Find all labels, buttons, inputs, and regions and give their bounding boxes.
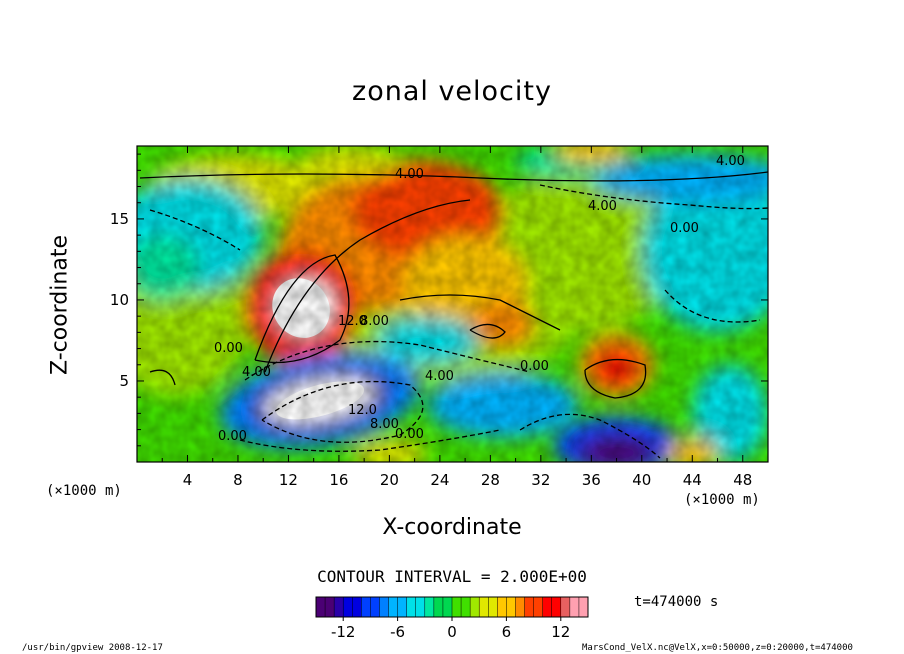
contour-line-5 xyxy=(239,429,501,452)
velocity-field xyxy=(137,146,768,462)
contour-label-10: 4.00 xyxy=(588,199,617,214)
colorbar-cell-26 xyxy=(551,597,562,617)
colorbar-tick-label--6: -6 xyxy=(390,623,405,641)
contour-label-1: 12.0 xyxy=(338,314,367,329)
colorbar-cell-7 xyxy=(379,597,390,617)
contour-line-6 xyxy=(519,413,661,459)
x-unit-label-left: (×1000 m) xyxy=(46,483,122,499)
colorbar-cell-28 xyxy=(569,597,580,617)
chart-title: zonal velocity xyxy=(352,76,552,107)
x-axis-label: X-coordinate xyxy=(382,515,522,540)
colorbar-cell-9 xyxy=(397,597,408,617)
colorbar-cell-8 xyxy=(388,597,399,617)
x-tick-label-16: 16 xyxy=(329,471,348,489)
x-tick-label-24: 24 xyxy=(430,471,449,489)
colorbar-cell-2 xyxy=(334,597,344,617)
contour-line-9 xyxy=(149,209,241,251)
contour-label-12: 0.00 xyxy=(670,221,699,236)
plot-frame xyxy=(136,145,769,463)
colorbar-cell-21 xyxy=(506,597,516,617)
colorbar-cell-24 xyxy=(533,597,544,617)
contour-label-7: 0.00 xyxy=(218,429,247,444)
x-tick-label-36: 36 xyxy=(582,471,601,489)
colorbar-cell-11 xyxy=(415,597,426,617)
colorbar-cell-20 xyxy=(497,597,507,617)
contour-line-4 xyxy=(261,380,424,443)
contour-label-13: 0.00 xyxy=(395,427,424,442)
contour-line-8 xyxy=(539,184,768,210)
colorbar-cell-5 xyxy=(361,597,371,617)
contour-line-13 xyxy=(664,289,761,323)
colorbar-cell-12 xyxy=(424,597,435,617)
colorbar-cell-15 xyxy=(452,597,462,617)
contour-label-6: 8.00 xyxy=(370,417,399,432)
contour-labels: 4.0012.08.000.004.0012.08.000.000.004.00… xyxy=(214,154,745,444)
colorbar-tick-label-0: 0 xyxy=(447,623,457,641)
colorbar-cell-1 xyxy=(325,597,335,617)
contour-label-11: 4.00 xyxy=(716,154,745,169)
x-tick-label-32: 32 xyxy=(531,471,550,489)
colorbar-cell-10 xyxy=(406,597,417,617)
contour-lines xyxy=(139,171,768,459)
x-tick-label-44: 44 xyxy=(683,471,702,489)
colorbar-cell-16 xyxy=(461,597,471,617)
contour-line-1 xyxy=(264,199,471,373)
contour-line-0 xyxy=(139,171,768,182)
x-tick-label-40: 40 xyxy=(632,471,651,489)
colorbar-cell-22 xyxy=(515,597,526,617)
x-tick-label-12: 12 xyxy=(279,471,298,489)
colorbar-cell-23 xyxy=(524,597,535,617)
footer-left-text: /usr/bin/gpview 2008-12-17 xyxy=(22,643,163,653)
field-texture xyxy=(137,146,768,462)
colorbar-cell-0 xyxy=(316,597,326,617)
contour-label-0: 4.00 xyxy=(242,365,271,380)
y-tick-label-15: 15 xyxy=(110,210,129,228)
colorbar-cell-13 xyxy=(433,597,444,617)
contour-label-3: 0.00 xyxy=(214,341,243,356)
colorbar-tick-label-6: 6 xyxy=(502,623,512,641)
footer-right-text: MarsCond_VelX.nc@VelX,x=0:50000,z=0:2000… xyxy=(582,643,853,653)
colorbar-cell-17 xyxy=(470,597,480,617)
contour-label-9: 4.00 xyxy=(395,167,424,182)
x-tick-label-48: 48 xyxy=(733,471,752,489)
colorbar-cell-18 xyxy=(479,597,489,617)
x-tick-label-8: 8 xyxy=(233,471,243,489)
colorbar-tick-label-12: 12 xyxy=(551,623,570,641)
colorbar-cell-14 xyxy=(442,597,453,617)
time-label: t=474000 s xyxy=(634,594,719,610)
x-tick-label-4: 4 xyxy=(183,471,193,489)
contour-line-10 xyxy=(399,294,561,331)
colorbar-cell-29 xyxy=(578,597,589,617)
x-tick-label-20: 20 xyxy=(380,471,399,489)
colorbar-cell-6 xyxy=(370,597,380,617)
colorbar-cell-3 xyxy=(343,597,353,617)
contour-interval-text: CONTOUR INTERVAL = 2.000E+00 xyxy=(317,567,587,586)
contour-line-7 xyxy=(584,358,647,399)
contour-line-12 xyxy=(149,369,176,386)
colorbar-cell-25 xyxy=(542,597,553,617)
x-unit-label-right: (×1000 m) xyxy=(684,492,760,508)
y-tick-label-10: 10 xyxy=(110,291,129,309)
colorbar-cell-19 xyxy=(488,597,498,617)
contour-line-11 xyxy=(469,323,506,339)
contour-label-4: 4.00 xyxy=(425,369,454,384)
contour-label-2: 8.00 xyxy=(360,314,389,329)
colorbar-cell-4 xyxy=(352,597,362,617)
y-tick-label-5: 5 xyxy=(119,372,129,390)
colorbar-cell-27 xyxy=(560,597,571,617)
contour-label-8: 0.00 xyxy=(520,359,549,374)
contour-label-5: 12.0 xyxy=(348,403,377,418)
x-tick-label-28: 28 xyxy=(481,471,500,489)
contour-line-2 xyxy=(254,254,350,364)
colorbar-tick-label--12: -12 xyxy=(331,623,356,641)
contour-line-3 xyxy=(244,340,531,381)
colorbar: -12 -6 0 6 12 xyxy=(315,596,589,641)
